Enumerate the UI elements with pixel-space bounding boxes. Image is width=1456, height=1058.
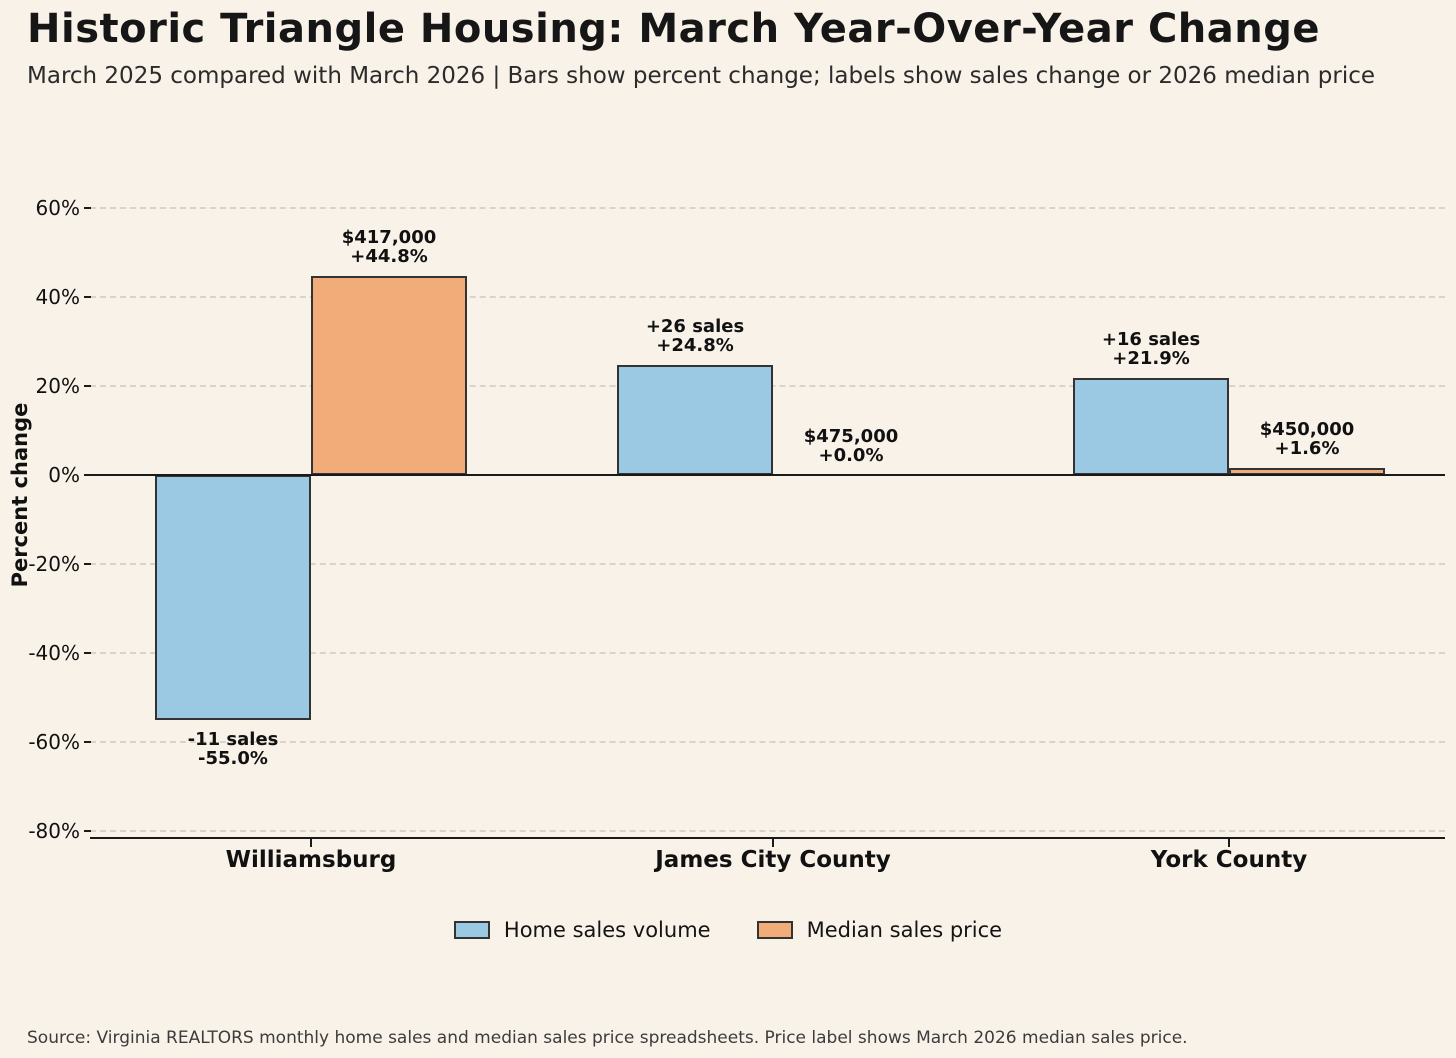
y-tick-mark xyxy=(84,741,91,743)
source-note: Source: Virginia REALTORS monthly home s… xyxy=(27,1028,1188,1048)
bar-home-sales-volume xyxy=(155,475,311,720)
gridline xyxy=(90,563,1445,565)
gridline xyxy=(90,741,1445,743)
bar-home-sales-volume xyxy=(617,365,773,475)
bar-value-label: $475,000 +0.0% xyxy=(803,426,899,466)
x-tick-mark xyxy=(1228,839,1230,847)
gridline xyxy=(90,652,1445,654)
bar-value-label: $450,000 +1.6% xyxy=(1259,419,1355,459)
legend-swatch-icon xyxy=(453,921,490,939)
y-tick-label: -40% xyxy=(28,641,80,665)
y-tick-label: -80% xyxy=(28,819,80,843)
category-label: James City County xyxy=(655,847,891,873)
x-axis-line xyxy=(90,837,1445,839)
y-tick-label: -20% xyxy=(28,552,80,576)
bar-value-label: $417,000 +44.8% xyxy=(341,227,437,267)
y-tick-label: 20% xyxy=(35,374,80,398)
y-tick-mark xyxy=(84,474,91,476)
y-tick-label: -60% xyxy=(28,730,80,754)
y-tick-mark xyxy=(84,830,91,832)
category-label: York County xyxy=(1150,847,1308,873)
x-tick-mark xyxy=(772,839,774,847)
y-tick-label: 40% xyxy=(35,285,80,309)
legend-label: Median sales price xyxy=(806,918,1003,942)
legend-item: Home sales volume xyxy=(453,918,711,942)
legend-swatch-icon xyxy=(756,921,793,939)
legend: Home sales volume Median sales price xyxy=(0,910,1456,950)
bar-median-sales-price xyxy=(311,276,467,475)
y-tick-mark xyxy=(84,563,91,565)
gridline xyxy=(90,830,1445,832)
y-tick-mark xyxy=(84,296,91,298)
bar-value-label: +16 sales +21.9% xyxy=(1101,329,1201,369)
y-tick-mark xyxy=(84,207,91,209)
legend-item: Median sales price xyxy=(756,918,1003,942)
y-tick-label: 0% xyxy=(48,463,80,487)
legend-label: Home sales volume xyxy=(503,918,711,942)
zero-line xyxy=(90,474,1445,476)
bar-value-label: +26 sales +24.8% xyxy=(645,316,745,356)
x-tick-mark xyxy=(310,839,312,847)
y-tick-mark xyxy=(84,652,91,654)
y-tick-label: 60% xyxy=(35,196,80,220)
bar-home-sales-volume xyxy=(1073,378,1229,475)
gridline xyxy=(90,296,1445,298)
chart-title: Historic Triangle Housing: March Year-Ov… xyxy=(27,6,1321,52)
y-tick-mark xyxy=(84,385,91,387)
gridline xyxy=(90,207,1445,209)
bar-value-label: -11 sales -55.0% xyxy=(187,729,279,769)
category-label: Williamsburg xyxy=(225,847,397,873)
chart-subtitle: March 2025 compared with March 2026 | Ba… xyxy=(27,63,1376,89)
